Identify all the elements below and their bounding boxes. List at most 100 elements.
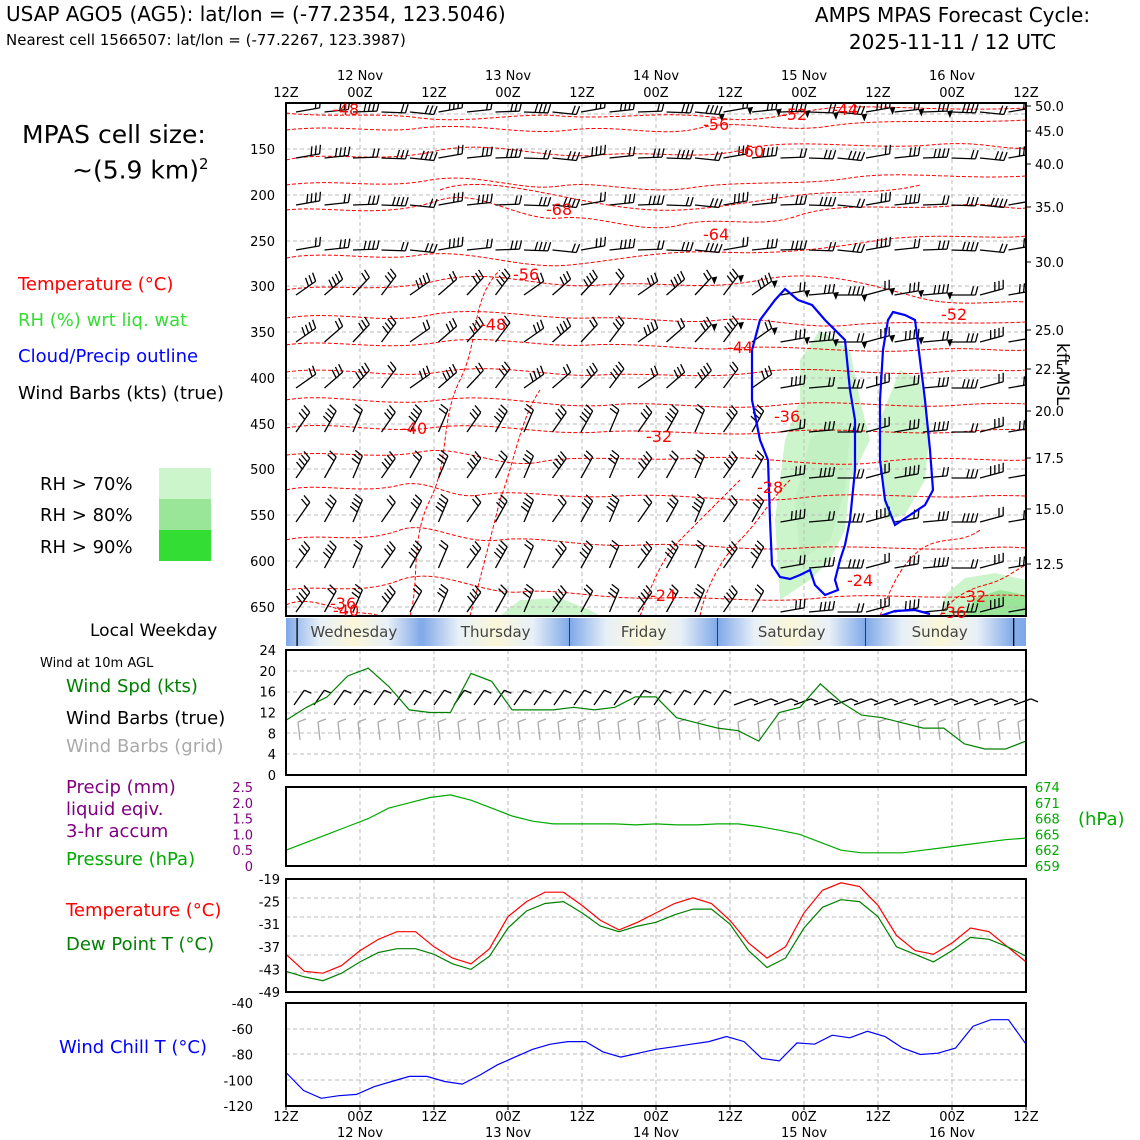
wind-barb [922, 240, 950, 251]
nearest-cell-subtitle: Nearest cell 1566507: lat/lon = (-77.226… [6, 31, 406, 49]
true-wind-barb-feather [444, 689, 452, 694]
wind-barb-feather [970, 241, 975, 251]
wind-barb-feather [685, 196, 690, 206]
true-wind-barb [533, 689, 545, 706]
wind-barb-flag [946, 291, 953, 300]
wind-barb-staff [1008, 518, 1026, 523]
wind-barb-feather [418, 277, 424, 287]
station-title: USAP AGO5 (AG5): lat/lon = (-77.2354, 12… [6, 2, 506, 26]
wind-barb-feather [852, 559, 856, 569]
wind-barb [380, 541, 396, 569]
wind-barb [665, 450, 679, 479]
wind-barb [780, 195, 808, 206]
wind-barb-staff [495, 248, 520, 251]
wind-barb [609, 238, 636, 251]
wind-barb-feather [880, 193, 883, 203]
wind-barb-flag [946, 338, 953, 347]
wind-barb-feather [669, 498, 677, 506]
wind-barb-feather [440, 539, 449, 547]
wind-barb-feather [467, 461, 474, 470]
wind-barb-feather [1028, 283, 1029, 292]
wind-barb-feather [673, 276, 679, 286]
wind-barb [324, 146, 351, 159]
wind-barb-feather [331, 369, 337, 379]
wind-barb-feather [913, 238, 917, 249]
wind-barb-feather [671, 450, 679, 458]
precip-tick-label: 1.5 [232, 813, 253, 828]
wind-barb-feather [657, 148, 661, 158]
wind-barb-flag [918, 336, 925, 345]
wind-barb-staff [437, 545, 449, 569]
wind-barb-feather [599, 145, 602, 155]
wind-barb [409, 319, 431, 343]
wind-barb [579, 404, 594, 433]
wind-barb-feather [742, 192, 745, 202]
wind-barb-staff [922, 475, 947, 479]
wind-barb-staff [979, 471, 1004, 479]
grid-wind-barb-feather [537, 718, 547, 723]
wind-barb-feather [728, 544, 736, 553]
wind-barb [523, 403, 534, 433]
wind-barb-staff [637, 457, 653, 479]
wind-barb-feather [847, 559, 852, 569]
wind-barb-staff [751, 280, 773, 296]
wind-barb-feather [481, 194, 485, 204]
grid-wind-barb [697, 721, 701, 741]
wind-barb-feather [448, 103, 451, 111]
wind-barb-feather [442, 372, 448, 382]
wind-barb-feather [595, 146, 598, 156]
true-wind-barb [733, 698, 752, 706]
grid-wind-barb [397, 721, 401, 741]
wind-barb-feather [354, 449, 363, 457]
wind-barb [722, 585, 738, 613]
wind-barb-feather [941, 467, 945, 477]
wind-barb [381, 196, 409, 207]
wind-barb-feather [664, 551, 673, 559]
wind-barb-staff [694, 409, 705, 433]
wind-barb-feather [514, 195, 518, 205]
wind-barb-feather [595, 238, 598, 248]
wind-barb-feather [790, 511, 793, 521]
bottom-date-label: 16 Nov [929, 1126, 975, 1140]
wind-barb-feather [733, 194, 736, 204]
wind-barb-feather [609, 543, 618, 551]
wind-barb-feather [361, 365, 367, 374]
grid-wind-barb-feather [377, 718, 387, 723]
rh-shading [500, 330, 1026, 616]
temperature-contour-label: -28 [757, 478, 783, 497]
wind-barb-feather [693, 591, 702, 599]
wind-barb-feather [303, 451, 311, 459]
temperature-contour-line [286, 424, 1026, 435]
wind-barb-feather [1032, 192, 1033, 201]
grid-wind-barb [437, 721, 441, 741]
wind-barb-feather [803, 508, 806, 518]
grid-wind-barb-feather [517, 718, 527, 723]
wind-barb [951, 333, 979, 343]
wind-barb-feather [1022, 556, 1026, 566]
wind-barb-feather [728, 454, 736, 463]
wind-barb [894, 554, 920, 569]
grid-wind-barb [1017, 721, 1021, 741]
true-wind-barb [373, 689, 385, 706]
wind-barb-feather [847, 423, 852, 433]
wind-barb-feather [475, 272, 481, 281]
wind-barb-feather [448, 273, 454, 283]
wind-barb-feather [498, 408, 506, 416]
forecast-cycle-title: AMPS MPAS Forecast Cycle: 2025-11-11 / 1… [790, 2, 1115, 56]
wind-barb-feather [1032, 237, 1033, 246]
wind-barb-feather [498, 588, 506, 596]
wind-barb [608, 361, 625, 389]
wind-barb-feather [917, 146, 921, 156]
wind-barb-feather [681, 149, 686, 159]
wind-barb-staff [380, 501, 396, 523]
wind-barb [780, 508, 806, 523]
wind-barb-feather [847, 286, 852, 296]
wind-barb [951, 103, 979, 114]
wind-barb-feather [555, 548, 562, 556]
wind-barb-feather [327, 408, 335, 416]
precip-tick-label: 0.5 [232, 844, 253, 859]
wind-barb-feather [329, 494, 337, 502]
wind-barb-feather [624, 194, 627, 204]
wind-barb-feather [388, 405, 396, 413]
wind-barb [552, 243, 581, 254]
